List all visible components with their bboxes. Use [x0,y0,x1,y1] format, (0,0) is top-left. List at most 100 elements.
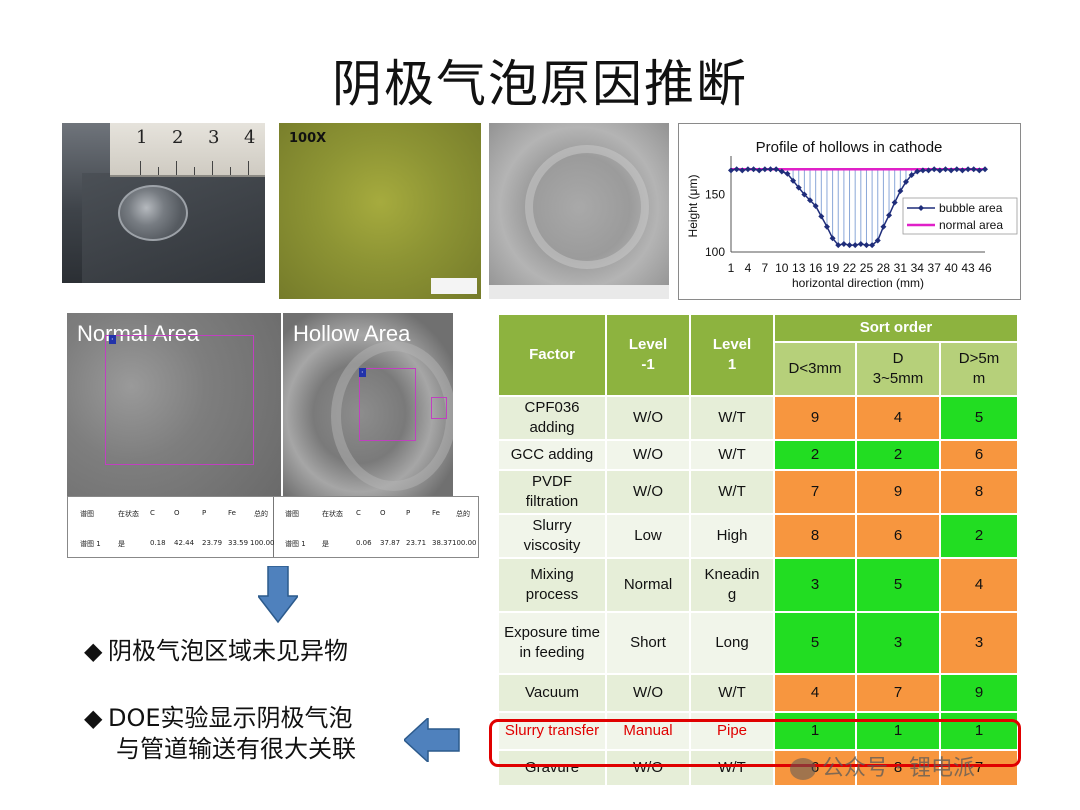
ruler: 1 2 3 4 [110,123,265,177]
x-tick-label: 13 [792,261,806,275]
left-arrow-icon [404,718,460,762]
factor-cell: Gravure [497,749,607,787]
y-axis-title: Height (μm) [686,175,700,238]
bubble-point [801,191,808,198]
bubble-point [835,242,842,249]
level-minus-cell: W/O [605,469,691,515]
level-plus-cell: W/T [689,395,775,441]
profile-chart: Profile of hollows in cathode 100 150 Heigh… [678,123,1021,300]
bubble-point [784,170,791,177]
bubble-point [852,242,859,249]
eds-header: 谱图 [80,510,94,518]
x-tick-label: 34 [911,261,925,275]
sort-order-cell: 4 [855,395,941,441]
doe-row: Exposure time in feeding Short Long 5 3 3 [497,611,1019,675]
level-plus-cell: W/T [689,749,775,787]
level-minus-cell: Low [605,513,691,559]
spectrum-marker: · [359,368,366,377]
eds-cell: 33.59 [228,539,249,547]
x-tick-label: 7 [762,261,769,275]
level-minus-cell: W/O [605,673,691,713]
legend-label-normal: normal area [939,218,1003,232]
bubble-point [959,167,966,174]
bullet-continuation: 与管道输送有很大关联 [116,734,356,764]
eds-header-row: 谱图 在状态 C O P Fe 总的 谱图 在状态 C O P Fe 总的 [68,509,478,521]
sort-order-cell: 7 [855,673,941,713]
x-tick-label: 28 [877,261,891,275]
x-tick-label: 1 [728,261,735,275]
eds-header: C [356,509,361,517]
x-tick-label: 22 [843,261,857,275]
bubble-point [778,168,785,175]
bubble-point [970,166,977,173]
sort-order-cell: 2 [855,439,941,471]
bubble-point [807,197,814,204]
eds-header: O [174,509,180,517]
watermark-text: 公众号 · 锂电派 [822,756,975,781]
magnification-label: 100X [289,131,327,146]
level-plus-cell: W/T [689,439,775,471]
bubble-point [733,166,740,173]
doe-row: Vacuum W/O W/T 4 7 9 [497,673,1019,713]
sort-order-cell: 5 [855,557,941,613]
factor-cell: Slurry viscosity [497,513,607,559]
factor-cell: Exposure time in feeding [497,611,607,675]
sort-order-cell: 7 [773,469,857,515]
x-tick-label: 4 [745,261,752,275]
bubble-point [840,240,847,247]
bullet-text: DOE实验显示阴极气泡 [108,704,353,732]
bubble-point [846,242,853,249]
bubble-point [948,167,955,174]
sort-order-cell: 6 [939,439,1019,471]
eds-header: 在状态 [118,510,139,518]
eds-table: 谱图 在状态 C O P Fe 总的 谱图 在状态 C O P Fe 总的 谱图… [67,496,479,558]
eds-cell: 是 [322,540,329,548]
eds-header: 总的 [254,510,268,518]
factor-cell: Slurry transfer [497,711,607,751]
eds-cell: 23.71 [406,539,427,547]
doe-row: Slurry viscosity Low High 8 6 2 [497,513,1019,559]
bubble-point [925,167,932,174]
legend-marker-bubble [918,205,924,211]
x-tick-label: 19 [826,261,840,275]
level-minus-cell: Manual [605,711,691,751]
bubble-point [869,242,876,249]
bubble-point [942,166,949,173]
diamond-bullet-icon: ◆ [84,637,103,665]
level-plus-cell: Long [689,611,775,675]
profile-chart-svg: Profile of hollows in cathode 100 150 Heigh… [686,139,1018,290]
eds-header: P [406,509,411,517]
sort-order-cell: 9 [939,673,1019,713]
eds-cell: 37.87 [380,539,401,547]
bubble-point [931,166,938,173]
hollow-area-label: Hollow Area [293,321,411,346]
ruler-number: 1 [136,127,148,148]
sort-order-cell: 8 [855,749,941,787]
eds-cell: 100.00 [452,539,477,547]
bullet-item: ◆ 阴极气泡区域未见异物 [84,636,348,666]
level-plus-header: Level 1 [689,313,775,397]
sort-order-cell: 3 [855,611,941,675]
sort-order-cell: 3 [939,611,1019,675]
bubble-spot [118,185,188,241]
doe-row: PVDF filtration W/O W/T 7 9 8 [497,469,1019,515]
spectrum-marker: · [109,335,116,344]
x-tick-label: 43 [961,261,975,275]
wechat-icon [790,758,816,780]
level-minus-cell: W/O [605,439,691,471]
bubble-point [908,171,915,178]
bubble-point [953,166,960,173]
level-minus-cell: W/O [605,749,691,787]
bubble-point [965,166,972,173]
sem-overview [489,123,669,299]
hollow-halo [331,341,453,491]
highlight-box [489,719,1021,767]
y-tick-label: 150 [705,188,725,202]
sort-order-cell: 2 [773,439,857,471]
factor-cell: Vacuum [497,673,607,713]
bubble-point [897,188,904,195]
watermark: 公众号 · 锂电派 [790,750,975,782]
bullet-item: ◆ DOE实验显示阴极气泡 [84,703,353,733]
bubble-point [744,166,751,173]
